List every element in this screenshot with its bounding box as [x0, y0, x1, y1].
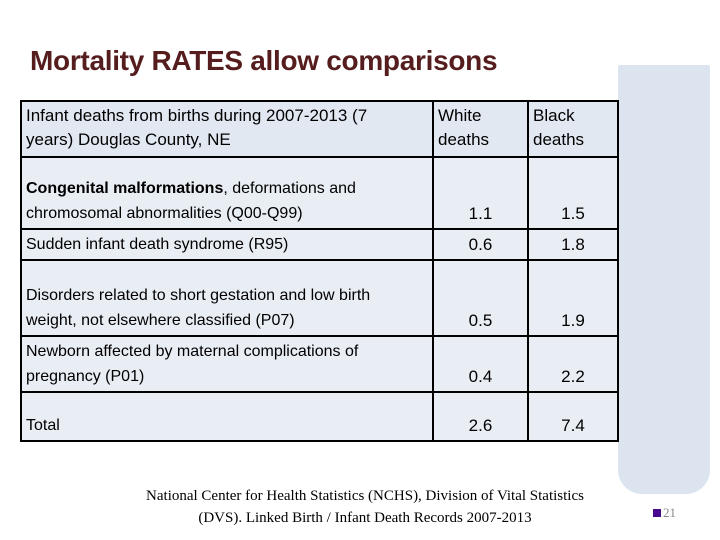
row-label-cell: Newborn affected by maternal complicatio…: [20, 335, 434, 393]
table-row: Sudden infant death syndrome (R95) 0.6 1…: [20, 228, 619, 261]
table-header-row: Infant deaths from births during 2007-20…: [20, 100, 619, 158]
row-label-text: Sudden infant death syndrome (R95): [26, 236, 289, 253]
page-title: Mortality RATES allow comparisons: [30, 45, 498, 76]
page-number: 21: [663, 505, 676, 520]
black-deaths-value: 1.8: [527, 228, 619, 261]
black-deaths-value: 1.5: [527, 156, 619, 230]
row-label-text: Total: [26, 417, 60, 434]
row-label-cell: Disorders related to short gestation and…: [20, 259, 434, 337]
row-label-text: Disorders related to short gestation and…: [26, 287, 371, 329]
black-deaths-value: 7.4: [527, 391, 619, 442]
row-label-text: , deformations and chromosomal abnormali…: [26, 180, 356, 222]
row-label-cell: Congenital malformations, deformations a…: [20, 156, 434, 230]
row-label-cell: Sudden infant death syndrome (R95): [20, 228, 434, 261]
row-label-bold: Congenital malformations: [26, 180, 224, 197]
page-marker: 21: [653, 506, 676, 519]
column-header-black-deaths: Black deaths: [527, 100, 619, 158]
accent-band: [618, 65, 710, 494]
column-header-white-deaths: White deaths: [432, 100, 529, 158]
white-deaths-value: 1.1: [432, 156, 529, 230]
white-deaths-value: 0.6: [432, 228, 529, 261]
column-header-description: Infant deaths from births during 2007-20…: [20, 100, 434, 158]
white-deaths-value: 2.6: [432, 391, 529, 442]
table-row: Newborn affected by maternal complicatio…: [20, 335, 619, 393]
black-deaths-value: 1.9: [527, 259, 619, 337]
mortality-table: Infant deaths from births during 2007-20…: [20, 100, 619, 442]
white-deaths-value: 0.4: [432, 335, 529, 393]
white-deaths-value: 0.5: [432, 259, 529, 337]
table-row: Congenital malformations, deformations a…: [20, 156, 619, 230]
footer-citation: National Center for Health Statistics (N…: [5, 485, 720, 529]
row-label-text: Newborn affected by maternal complicatio…: [26, 343, 359, 385]
bullet-square-icon: [653, 508, 661, 517]
footer-citation-line2: (DVS). Linked Birth / Infant Death Recor…: [198, 510, 532, 526]
table-row: Total 2.6 7.4: [20, 391, 619, 442]
footer-citation-line1: National Center for Health Statistics (N…: [146, 488, 584, 504]
table-row: Disorders related to short gestation and…: [20, 259, 619, 337]
black-deaths-value: 2.2: [527, 335, 619, 393]
row-label-cell: Total: [20, 391, 434, 442]
